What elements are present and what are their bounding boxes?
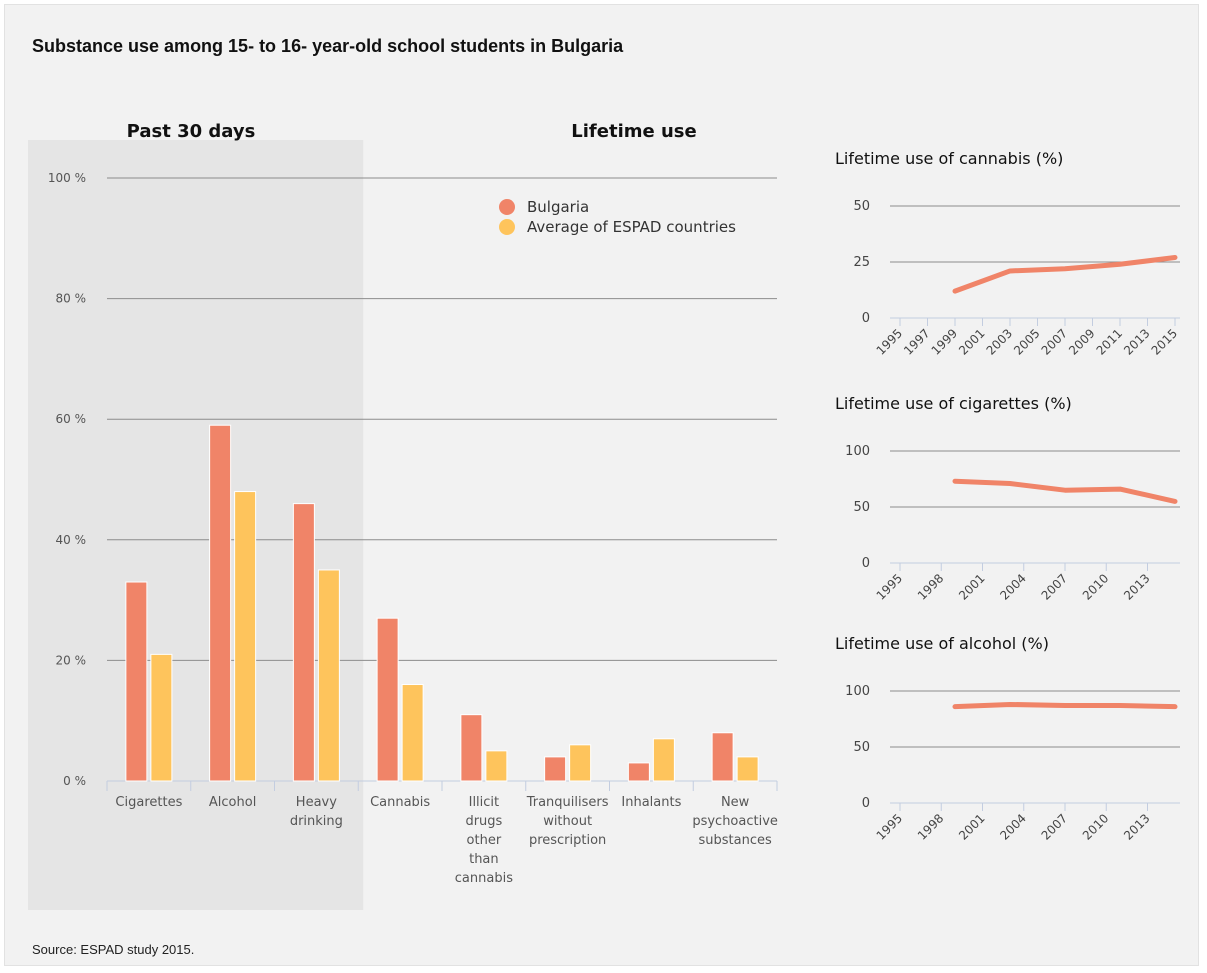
x-category-label: prescription bbox=[529, 833, 606, 848]
x-tick-label: 2009 bbox=[1066, 326, 1097, 357]
x-category-label: psychoactive bbox=[692, 814, 778, 829]
line-chart-cigarettes: Lifetime use of cigarettes (%) 0 50 100 1995… bbox=[835, 394, 1180, 603]
y-tick-label: 50 bbox=[853, 740, 870, 755]
x-tick-label: 2007 bbox=[1039, 326, 1070, 357]
x-category-label: Cannabis bbox=[370, 795, 430, 810]
page-title: Substance use among 15- to 16- year-old … bbox=[32, 36, 624, 56]
x-tick-label: 2001 bbox=[956, 571, 987, 602]
y-tick-label: 0 bbox=[862, 311, 870, 326]
cigarettes-title: Lifetime use of cigarettes (%) bbox=[835, 394, 1072, 413]
x-tick-label: 2010 bbox=[1080, 571, 1111, 602]
y-tick-label: 40 % bbox=[56, 533, 87, 547]
alcohol-series-line bbox=[952, 701, 1178, 710]
legend-marker bbox=[499, 219, 515, 235]
bar-bulgaria bbox=[627, 762, 650, 782]
bar-chart: Past 30 days Lifetime use 0 % 20 % 40 % 60 % 8… bbox=[28, 121, 778, 910]
y-tick-label: 0 bbox=[862, 796, 870, 811]
x-category-label: cannabis bbox=[455, 871, 513, 886]
bar-espad bbox=[485, 750, 508, 782]
x-tick-label: 2007 bbox=[1039, 571, 1070, 602]
x-tick-label: 2001 bbox=[956, 326, 987, 357]
bar-bulgaria bbox=[460, 714, 483, 782]
y-tick-label: 100 bbox=[845, 684, 870, 699]
x-category-label: without bbox=[543, 814, 592, 829]
line-chart-cannabis: Lifetime use of cannabis (%)025501995199… bbox=[835, 149, 1180, 358]
bar-espad bbox=[652, 738, 675, 782]
x-tick-label: 2003 bbox=[984, 326, 1015, 357]
legend-marker bbox=[499, 199, 515, 215]
x-tick-label: 2004 bbox=[997, 811, 1028, 842]
x-tick-label: 2013 bbox=[1121, 326, 1152, 357]
x-tick-label: 1998 bbox=[915, 571, 946, 602]
x-tick-label: 1995 bbox=[874, 571, 905, 602]
alcohol-title: Lifetime use of alcohol (%) bbox=[835, 634, 1049, 653]
x-category-label: Heavy bbox=[296, 795, 337, 810]
legend-label: Bulgaria bbox=[527, 198, 589, 216]
x-tick-label: 1999 bbox=[929, 326, 960, 357]
cannabis-series-line bbox=[952, 255, 1178, 294]
bar-bulgaria bbox=[711, 732, 734, 782]
x-tick-label: 2013 bbox=[1121, 571, 1152, 602]
x-category-label: Inhalants bbox=[621, 795, 681, 810]
x-category-label: Alcohol bbox=[209, 795, 256, 810]
cigarettes-series-line bbox=[952, 478, 1178, 504]
cannabis-title: Lifetime use of cannabis (%) bbox=[835, 149, 1063, 168]
section-label-past-30-days: Past 30 days bbox=[127, 121, 256, 142]
y-tick-label: 0 % bbox=[63, 774, 86, 788]
x-category-label: Cigarettes bbox=[115, 795, 182, 810]
section-label-lifetime-use: Lifetime use bbox=[571, 121, 696, 142]
x-category-label: Illicit bbox=[469, 795, 500, 810]
x-category-label: than bbox=[469, 852, 499, 867]
x-tick-label: 2010 bbox=[1080, 811, 1111, 842]
bar-espad bbox=[150, 653, 173, 782]
y-tick-label: 25 bbox=[853, 255, 870, 270]
bar-espad bbox=[736, 756, 759, 782]
y-tick-label: 60 % bbox=[56, 412, 87, 426]
x-tick-label: 1995 bbox=[874, 811, 905, 842]
line-chart-alcohol: Lifetime use of alcohol (%) 0 50 100 1995 199… bbox=[835, 634, 1180, 843]
x-category-label: other bbox=[467, 833, 502, 848]
x-tick-label: 1998 bbox=[915, 811, 946, 842]
bar-bulgaria bbox=[292, 503, 315, 782]
x-tick-label: 1995 bbox=[874, 326, 905, 357]
bar-espad bbox=[401, 684, 424, 782]
bar-bulgaria bbox=[125, 581, 148, 782]
x-tick-label: 1997 bbox=[901, 326, 932, 357]
legend-label: Average of ESPAD countries bbox=[527, 218, 736, 236]
y-tick-label: 0 bbox=[862, 556, 870, 571]
x-category-label: drugs bbox=[465, 814, 502, 829]
x-tick-label: 2004 bbox=[997, 571, 1028, 602]
x-category-label: Tranquilisers bbox=[526, 795, 609, 810]
x-tick-label: 2005 bbox=[1011, 326, 1042, 357]
y-tick-label: 50 bbox=[853, 199, 870, 214]
y-tick-label: 100 % bbox=[48, 171, 86, 185]
x-category-label: substances bbox=[698, 833, 771, 848]
bar-espad bbox=[317, 569, 340, 782]
bar-bulgaria bbox=[544, 756, 567, 782]
y-tick-label: 20 % bbox=[56, 653, 87, 667]
x-category-label: New bbox=[721, 795, 750, 810]
x-tick-label: 2011 bbox=[1094, 326, 1125, 357]
bar-bulgaria bbox=[209, 424, 232, 782]
y-tick-label: 50 bbox=[853, 500, 870, 515]
x-tick-label: 2013 bbox=[1121, 811, 1152, 842]
bar-bulgaria bbox=[376, 617, 399, 782]
bar-espad bbox=[234, 491, 257, 782]
bar-espad bbox=[569, 744, 592, 782]
y-tick-label: 80 % bbox=[56, 292, 87, 306]
source-note: Source: ESPAD study 2015. bbox=[32, 942, 195, 957]
x-tick-label: 2001 bbox=[956, 811, 987, 842]
x-tick-label: 2007 bbox=[1039, 811, 1070, 842]
y-tick-label: 100 bbox=[845, 444, 870, 459]
x-category-label: drinking bbox=[290, 814, 343, 829]
x-tick-label: 2015 bbox=[1149, 326, 1180, 357]
